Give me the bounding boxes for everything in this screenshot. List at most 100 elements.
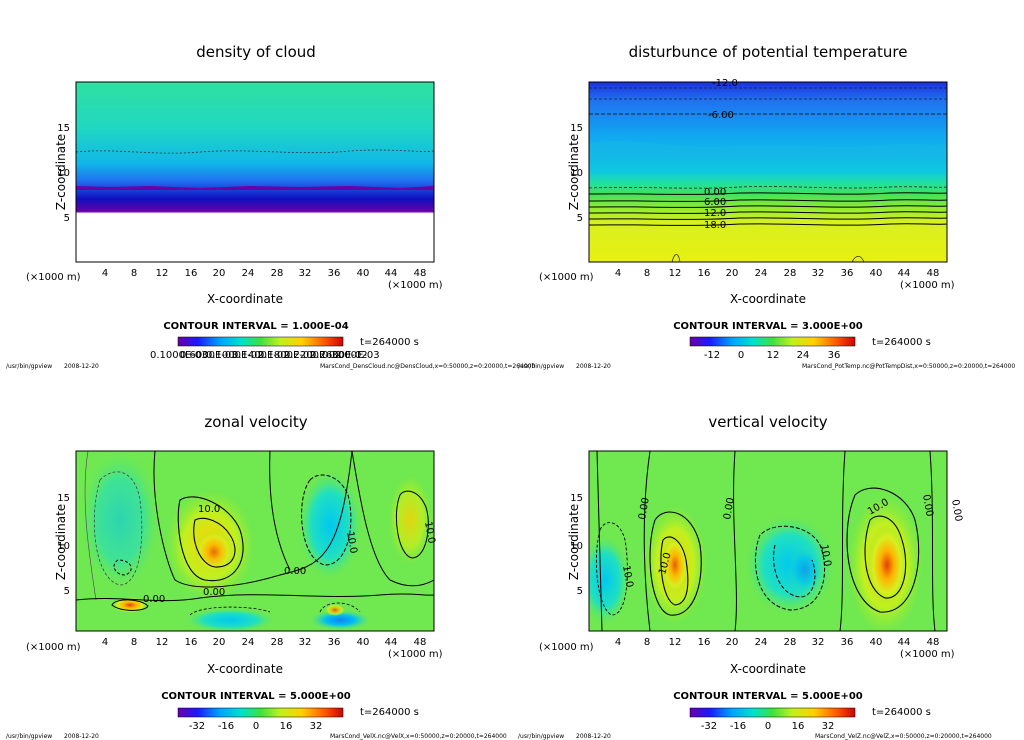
x-tick-label: 48 [927,637,940,648]
field-region [661,535,689,595]
time-label: t=264000 s [360,707,419,718]
chart-title: density of cloud [196,43,316,61]
x-tick-label: 36 [328,637,341,648]
colorbar-label: 0.2200E-02 [284,350,342,361]
colorbar-label: 0 [765,721,771,732]
x-axis-label: X-coordinate [207,292,283,306]
x-tick-label: 44 [898,268,911,279]
colorbar-labels: 0.1000E-03 0.6000E-03 0.1000E-02 0.1400E… [150,350,380,361]
contour-line [269,451,291,571]
contour-line [733,451,737,631]
contour-line [589,223,947,226]
contour-label: -12.0 [712,78,738,89]
y-unit-label: (×1000 m) [539,272,594,283]
contour-interval: CONTOUR INTERVAL = 3.000E+00 [673,321,863,332]
x-tick-label: 44 [385,268,398,279]
x-tick-label: 40 [357,268,370,279]
heatmap-field [589,82,947,262]
contour-line [839,451,846,631]
x-tick-label: 24 [755,637,768,648]
x-tick-label: 16 [698,268,711,279]
y-axis-label: Z-coordinate [567,134,581,210]
x-tick-label: 24 [755,268,768,279]
colorbar-label: 24 [797,350,810,361]
colorbar-label: 36 [828,350,841,361]
x-tick-label: 16 [185,637,198,648]
colorbar-label: 16 [792,721,805,732]
colorbar-label: 0.1000E-02 [206,350,264,361]
colorbar-label: 0.3000E-03 [322,350,380,361]
colorbar-label: -16 [218,721,234,732]
field-region [589,535,630,625]
time-label: t=264000 s [872,337,931,348]
contour-line [153,451,353,588]
footer-program: /usr/bin/gpview [518,363,564,370]
x-tick-label: 12 [669,637,682,648]
panel-density-of-cloud: density of cloud 4 8 12 16 20 24 28 32 3… [6,43,535,370]
y-tick-label: 5 [577,213,583,224]
x-tick-label: 12 [156,268,169,279]
contour-label: 0.00 [722,497,737,521]
x-ticks: 4 8 12 16 20 24 28 32 36 40 44 48 [615,268,940,279]
y-tick-label: 10 [57,168,70,179]
y-tick-label: 5 [64,586,70,597]
y-ticks: 5 10 15 [570,123,583,224]
contour-label: 10.0 [620,565,635,589]
colorbar-label: 0.2600E-02 [310,350,368,361]
x-axis-label: X-coordinate [730,292,806,306]
colorbar-labels: -12 0 12 24 36 [704,350,841,361]
x-tick-label: 12 [669,268,682,279]
x-ticks: 4 8 12 16 20 24 28 32 36 40 44 48 [102,268,427,279]
field-region [80,451,160,590]
x-tick-label: 40 [870,637,883,648]
plot-area [76,82,434,262]
contour-line [301,474,352,566]
y-tick-label: 10 [57,541,70,552]
field-region [310,610,370,630]
contour-line [929,451,936,631]
y-tick-label: 15 [570,493,583,504]
contour-label: 0.00 [920,494,935,518]
footer-program: /usr/bin/gpview [6,733,52,740]
plot-frame [588,450,948,632]
y-axis-label: Z-coordinate [567,504,581,580]
contour-line [864,515,907,599]
contour-line [754,525,826,611]
contour-line [589,217,947,220]
time-label: t=264000 s [872,707,931,718]
colorbar-label: 0.1800E-02 [258,350,316,361]
y-tick-label: 5 [64,213,70,224]
contour-label: 10.0 [344,531,359,555]
x-tick-label: 28 [271,268,284,279]
panel-zonal-velocity: zonal velocity [6,413,507,740]
colorbar-label: 0 [738,350,744,361]
panel-potential-temperature: disturbunce of potential temperature -12… [518,43,1015,370]
x-axis-label: X-coordinate [207,662,283,676]
contour-line [113,559,132,576]
x-tick-label: 20 [726,268,739,279]
footer-program: /usr/bin/gpview [518,733,564,740]
x-tick-label: 48 [414,268,427,279]
footer-program: /usr/bin/gpview [6,363,52,370]
plot-frame [588,81,948,263]
source-label: MarsCond_PotTemp.nc@PotTempDist,x=0:5000… [802,363,1015,370]
y-axis-label: Z-coordinate [54,504,68,580]
contour-label: 10.0 [422,521,437,545]
x-tick-label: 32 [812,268,825,279]
colorbar-label: -16 [730,721,746,732]
contour-label: 0.00 [704,187,726,198]
contour-interval: CONTOUR INTERVAL = 5.000E+00 [673,691,863,702]
y-ticks: 5 10 15 [57,123,70,224]
x-tick-label: 8 [644,637,650,648]
x-tick-label: 28 [271,637,284,648]
colorbar-label: 12 [767,350,780,361]
contour-line [649,511,702,616]
field-region [185,608,275,631]
contour-line [660,536,689,606]
contour-line [589,205,947,208]
contour-label: -6.00 [708,110,734,121]
x-tick-label: 20 [213,268,226,279]
colorbar-label: 16 [280,721,293,732]
contour-line [319,602,361,613]
